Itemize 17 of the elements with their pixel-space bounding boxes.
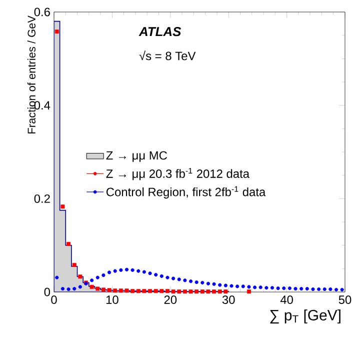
x-tick-label: 10 bbox=[106, 296, 118, 304]
x-tick-label: 50 bbox=[338, 296, 352, 304]
legend-label: Z → μμ 20.3 fb$^{-1}$ 2012 data bbox=[106, 168, 250, 180]
x-tick-label: 20 bbox=[164, 296, 177, 304]
annotation: √s = 8 TeV bbox=[139, 50, 196, 60]
y-tick-label: 0.4 bbox=[34, 101, 50, 110]
x-axis-title: ∑ p$_{T}$ [GeV] bbox=[270, 309, 340, 324]
y-tick-label: 0.6 bbox=[34, 8, 50, 16]
x-tick-label: 30 bbox=[222, 296, 235, 304]
legend-label: Control Region, first 2fb$^{-1}$ data bbox=[106, 186, 266, 199]
annotation: ATLAS bbox=[138, 27, 182, 36]
x-tick-label: 0 bbox=[51, 296, 57, 304]
x-tick-label: 40 bbox=[280, 296, 293, 304]
y-axis-title: Fraction of entries / GeV bbox=[27, 16, 36, 134]
legend-label: Z → μμ MC bbox=[106, 151, 168, 162]
y-tick-label: 0.2 bbox=[34, 194, 50, 203]
y-tick-label: 0 bbox=[44, 288, 50, 296]
